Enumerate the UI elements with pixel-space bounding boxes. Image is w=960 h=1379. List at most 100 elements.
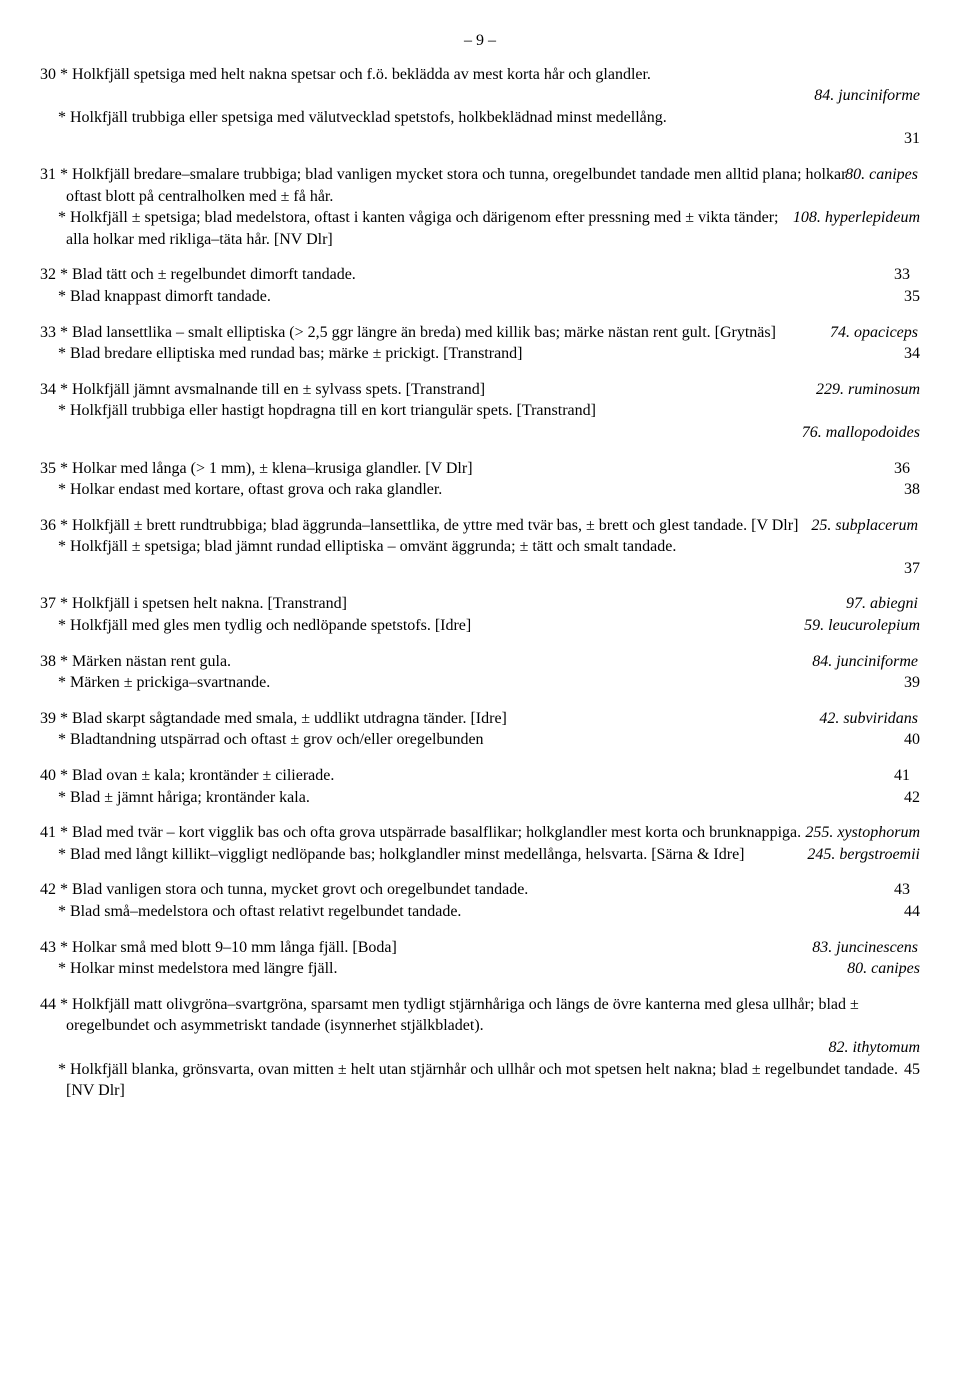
result-name: . hyperlepideum — [817, 209, 920, 226]
key-line: 84. junciniforme — [40, 85, 920, 107]
page-number: – 9 – — [40, 30, 920, 52]
result: 255. xystophorum — [831, 822, 920, 844]
result-number: 37 — [904, 560, 920, 577]
key-entry: 25. subplacerum36 * Holkfjäll ± brett ru… — [40, 515, 920, 580]
lead-body: * Blad vanligen stora och tunna, mycket … — [60, 881, 528, 898]
result-number: 39 — [904, 674, 920, 691]
lead-text: 40 * Blad ovan ± kala; krontänder ± cili… — [40, 767, 334, 784]
result: 44 — [912, 901, 920, 923]
lead-body: * Blad lansettlika – smalt elliptiska (>… — [60, 324, 776, 341]
result: 80. canipes — [855, 958, 920, 980]
result: 229. ruminosum — [842, 379, 920, 401]
result-name: . canipes — [863, 960, 920, 977]
result: 40 — [912, 729, 920, 751]
key-line: 84. junciniforme38 * Märken nästan rent … — [40, 651, 920, 673]
key-entry: 83. juncinescens 43 * Holkar små med blot… — [40, 937, 920, 980]
key-line: 97. abiegni 37 * Holkfjäll i spetsen helt… — [40, 593, 920, 615]
lead-body: * Holkfjäll i spetsen helt nakna. [Trans… — [60, 595, 347, 612]
lead-number: 31 — [40, 166, 60, 183]
result-name: . subplacerum — [827, 517, 918, 534]
key-entry: 3332 * Blad tätt och ± regelbundet dimor… — [40, 264, 920, 307]
lead-body: * Blad skarpt sågtandade med smala, ± ud… — [60, 710, 507, 727]
lead-text: * Holkfjäll blanka, grönsvarta, ovan mit… — [58, 1061, 898, 1100]
key-line: 31 — [40, 128, 920, 150]
result-number: 40 — [904, 731, 920, 748]
result-number: 84 — [814, 87, 830, 104]
result: 84. junciniforme — [814, 85, 920, 107]
lead-body: * Holkfjäll ± brett rundtrubbiga; blad ä… — [60, 517, 798, 534]
lead-text: 35 * Holkar med långa (> 1 mm), ± klena–… — [40, 460, 473, 477]
result-number: 31 — [904, 130, 920, 147]
lead-text: * Blad små–medelstora och oftast relativ… — [58, 903, 461, 920]
key-entry: 229. ruminosum34 * Holkfjäll jämnt avsma… — [40, 379, 920, 444]
result-name: . junciniforme — [830, 87, 920, 104]
result-name: . subviridans — [835, 710, 918, 727]
lead-body: * Holkar minst medelstora med längre fjä… — [58, 960, 337, 977]
lead-text: 41 * Blad med tvär – kort vigglik bas oc… — [40, 824, 801, 841]
result-name: . junciniforme — [828, 653, 918, 670]
result-number: 34 — [904, 345, 920, 362]
lead-text: * Holkfjäll ± spetsiga; blad medelstora,… — [58, 209, 778, 248]
result: 59. leucurolepium — [812, 615, 920, 637]
lead-body: * Holkar små med blott 9–10 mm långa fjä… — [60, 939, 397, 956]
result: 34 — [912, 343, 920, 365]
result: 245. bergstroemii — [815, 844, 920, 866]
lead-text: 43 * Holkar små med blott 9–10 mm långa … — [40, 939, 397, 956]
lead-body: * Holkfjäll ± spetsiga; blad medelstora,… — [58, 209, 778, 248]
result-number: 229 — [816, 381, 840, 398]
key-line: 4342 * Blad vanligen stora och tunna, my… — [40, 879, 920, 901]
result: 37 — [904, 558, 920, 580]
key-line: 41 40 * Blad ovan ± kala; krontänder ± ci… — [40, 765, 920, 787]
lead-body: * Blad knappast dimorft tandade. — [58, 288, 271, 305]
lead-text: 39 * Blad skarpt sågtandade med smala, ±… — [40, 710, 507, 727]
lead-text: 42 * Blad vanligen stora och tunna, myck… — [40, 881, 528, 898]
lead-text: * Blad knappast dimorft tandade. — [58, 288, 271, 305]
lead-text: * Bladtandning utspärrad och oftast ± gr… — [58, 731, 484, 748]
result: 74. opaciceps — [856, 322, 920, 344]
result-name: . leucurolepium — [820, 617, 920, 634]
key-line: 80. canipes * Holkar minst medelstora med… — [40, 958, 920, 980]
key-line: 42* Blad ± jämnt håriga; krontänder kala… — [40, 787, 920, 809]
result-number: 41 — [894, 767, 910, 784]
lead-number: 33 — [40, 324, 60, 341]
key-entry: 30 * Holkfjäll spetsiga med helt nakna s… — [40, 64, 920, 150]
result-number: 83 — [812, 939, 828, 956]
lead-text: * Holkfjäll ± spetsiga; blad jämnt runda… — [58, 538, 676, 555]
lead-text: 33 * Blad lansettlika – smalt elliptiska… — [40, 324, 776, 341]
key-entry: 3635 * Holkar med långa (> 1 mm), ± klen… — [40, 458, 920, 501]
lead-text: * Holkfjäll med gles men tydlig och nedl… — [58, 617, 471, 634]
key-line: 25. subplacerum36 * Holkfjäll ± brett ru… — [40, 515, 920, 537]
lead-number: 41 — [40, 824, 60, 841]
key-line: 39 * Märken ± prickiga–svartnande. — [40, 672, 920, 694]
key-line: 255. xystophorum 41 * Blad med tvär – kor… — [40, 822, 920, 844]
key-line: 74. opaciceps 33 * Blad lansettlika – sma… — [40, 322, 920, 344]
result: 42. subviridans — [845, 708, 920, 730]
lead-body: * Holkar endast med kortare, oftast grov… — [58, 481, 442, 498]
key-line: 245. bergstroemii * Blad med långt killik… — [40, 844, 920, 866]
result: 83. juncinescens — [838, 937, 920, 959]
result-name: . abiegni — [862, 595, 918, 612]
result-number: 74 — [830, 324, 846, 341]
lead-text: 31 * Holkfjäll bredare–smalare trubbiga;… — [40, 166, 846, 205]
lead-text: 30 * Holkfjäll spetsiga med helt nakna s… — [40, 66, 651, 83]
result-number: 80 — [847, 960, 863, 977]
lead-body: * Märken ± prickiga–svartnande. — [58, 674, 270, 691]
result: 80. canipes — [871, 164, 920, 186]
lead-body: * Holkfjäll ± spetsiga; blad jämnt runda… — [58, 538, 676, 555]
key-line: 3332 * Blad tätt och ± regelbundet dimor… — [40, 264, 920, 286]
result-number: 44 — [904, 903, 920, 920]
key-line: 44 * Holkfjäll matt olivgröna–svartgröna… — [40, 994, 920, 1037]
lead-body: * Holkfjäll jämnt avsmalnande till en ± … — [60, 381, 485, 398]
result: 108. hyperlepideum — [801, 207, 920, 229]
result-number: 245 — [807, 846, 831, 863]
key-content: 30 * Holkfjäll spetsiga med helt nakna s… — [40, 64, 920, 1102]
result: 97. abiegni — [872, 593, 920, 615]
key-line: 30 * Holkfjäll spetsiga med helt nakna s… — [40, 64, 920, 86]
lead-number: 37 — [40, 595, 60, 612]
lead-text: * Blad med långt killikt–viggligt nedlöp… — [58, 846, 745, 863]
result: 39 — [912, 672, 920, 694]
key-line: 83. juncinescens 43 * Holkar små med blot… — [40, 937, 920, 959]
lead-text: * Holkar endast med kortare, oftast grov… — [58, 481, 442, 498]
result-name: . juncinescens — [828, 939, 918, 956]
result-number: 25 — [811, 517, 827, 534]
